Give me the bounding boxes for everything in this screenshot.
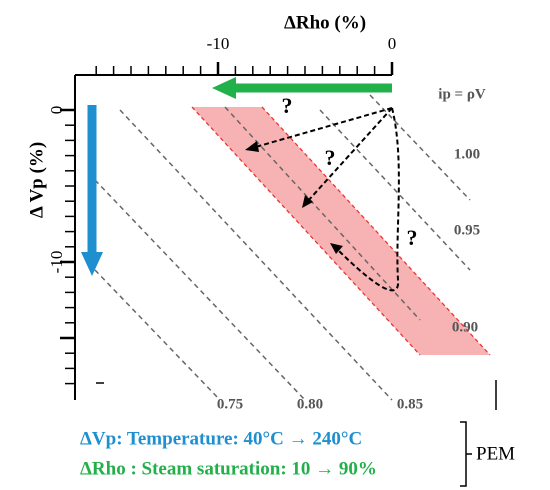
green-arrowhead: [212, 77, 236, 99]
contour-label: 0.95: [454, 222, 480, 238]
y-tick-label: -10: [47, 251, 66, 274]
question-mark: ?: [325, 145, 336, 170]
band: [192, 107, 490, 355]
legend-line: ΔRho : Steam saturation: 10 → 90%: [80, 458, 377, 479]
contour-label: 1.00: [454, 146, 480, 162]
contour-label: 0.90: [452, 319, 478, 335]
ticks: [60, 62, 394, 385]
path-heads: [245, 141, 343, 254]
contour-lines: [94, 94, 471, 401]
question-mark: ?: [282, 93, 293, 118]
x-tick-label: 0: [388, 34, 397, 53]
y-tick-label: 0: [47, 106, 66, 115]
question-mark: ?: [407, 225, 418, 250]
contour-label: 0.80: [297, 396, 323, 412]
paths: [251, 107, 400, 292]
legend-group: PEM: [476, 443, 515, 464]
x-axis-title: ΔRho (%): [284, 12, 366, 33]
bracket: [460, 421, 472, 487]
blue-arrowhead: [81, 252, 103, 276]
y-axis-title: Δ Vp (%): [26, 142, 47, 218]
contour-label: 0.75: [217, 396, 243, 412]
band-edges: [191, 106, 491, 356]
x-tick-label: -10: [207, 34, 230, 53]
contour-label: 0.85: [397, 396, 423, 412]
legend-line: ΔVp: Temperature: 40°C → 240°C: [80, 428, 362, 449]
contour-label: ip = ρV: [438, 86, 486, 102]
